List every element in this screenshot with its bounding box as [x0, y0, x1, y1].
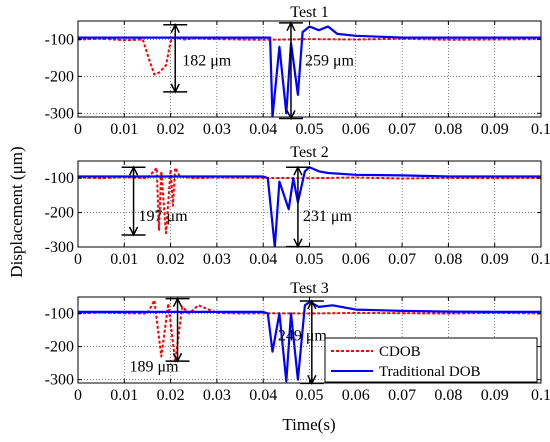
arrow-head	[293, 165, 303, 176]
arrow-head	[307, 374, 317, 386]
arrow-head	[170, 83, 180, 94]
legend-label: Traditional DOB	[379, 364, 481, 380]
x-tick-label: 0.01	[110, 251, 138, 268]
annotation-label: 249 μm	[278, 328, 328, 345]
y-tick-label: -200	[45, 205, 74, 222]
series-line-cdob	[78, 166, 541, 235]
x-tick-label: 0.07	[388, 251, 416, 268]
arrow-head	[286, 110, 296, 121]
x-tick-label: 0.06	[342, 121, 370, 138]
legend-box	[324, 337, 538, 383]
x-tick-label: 0.02	[157, 121, 185, 138]
x-tick-label: 0.04	[249, 251, 277, 268]
series-line-traditional-dob	[78, 25, 541, 117]
x-tick-label: 0.03	[203, 121, 231, 138]
x-tick-label: 0.06	[342, 387, 370, 404]
x-tick-label: 0.05	[296, 251, 324, 268]
x-tick-label: 0.04	[249, 387, 277, 404]
x-tick-label: 0	[74, 251, 82, 268]
annotation-label: 259 μm	[305, 52, 355, 69]
arrow-head	[172, 352, 183, 363]
y-tick-label: -300	[45, 239, 74, 256]
panel-title: Test 1	[290, 4, 328, 21]
y-axis-label: Displacement (μm)	[7, 146, 26, 277]
y-tick-label: -300	[45, 105, 74, 122]
panel-title: Test 2	[290, 144, 328, 161]
series-line-traditional-dob	[78, 300, 541, 383]
x-tick-label: 0.05	[296, 387, 324, 404]
x-tick-label: 0.09	[481, 387, 509, 404]
annotation-label: 231 μm	[303, 208, 353, 225]
y-tick-label: -200	[45, 339, 74, 356]
annotation-label: 197 μm	[139, 208, 189, 225]
measurement-annotation: 182 μm	[163, 23, 232, 94]
legend-label: CDOB	[379, 344, 421, 360]
x-tick-label: 0.04	[249, 121, 277, 138]
x-tick-label: 0	[74, 121, 82, 138]
measurement-annotation: 249 μm	[278, 299, 328, 386]
arrow-head	[293, 238, 303, 249]
x-tick-label: 0.1	[531, 387, 550, 404]
x-tick-label: 0.06	[342, 251, 370, 268]
measurement-annotation: 259 μm	[278, 21, 355, 121]
measurement-annotation: 231 μm	[285, 165, 353, 249]
y-tick-label: -100	[45, 170, 74, 187]
x-tick-label: 0.1	[531, 121, 550, 138]
y-tick-label: -100	[45, 31, 74, 48]
x-tick-label: 0.02	[157, 387, 185, 404]
x-tick-label: 0.03	[203, 251, 231, 268]
measurement-annotation: 189 μm	[130, 296, 190, 375]
arrow-head	[170, 23, 180, 34]
panel-3: 0 0.01 0.02 0.03 0.04 0.05 0.06 0.07 0.08 0.09 0.1…	[45, 280, 550, 404]
x-tick-label: 0	[74, 387, 82, 404]
arrow-head	[128, 165, 139, 176]
x-tick-label: 0.07	[388, 121, 416, 138]
x-tick-label: 0.01	[110, 121, 138, 138]
arrow-head	[172, 296, 183, 307]
measurement-annotation: 197 μm	[121, 165, 189, 237]
x-axis-label: Time(s)	[282, 415, 335, 434]
x-tick-label: 0.05	[296, 121, 324, 138]
x-tick-label: 0.07	[388, 387, 416, 404]
x-tick-label: 0.01	[110, 387, 138, 404]
panel-1: 0 0.01 0.02 0.03 0.04 0.05 0.06 0.07 0.08 0.09 0.1…	[45, 4, 550, 138]
arrow-head	[128, 226, 139, 237]
annotation-label: 182 μm	[182, 52, 232, 69]
panel-2: 0 0.01 0.02 0.03 0.04 0.05 0.06 0.07 0.08 0.09 0.1…	[45, 144, 550, 268]
x-tick-label: 0.09	[481, 251, 509, 268]
y-tick-label: -200	[45, 68, 74, 85]
x-tick-label: 0.09	[481, 121, 509, 138]
series-line-cdob	[78, 36, 541, 76]
series-line-traditional-dob	[78, 166, 541, 247]
y-tick-label: -100	[45, 306, 74, 323]
x-tick-label: 0.08	[434, 387, 462, 404]
x-tick-label: 0.03	[203, 387, 231, 404]
x-tick-label: 0.08	[434, 251, 462, 268]
x-tick-label: 0.02	[157, 251, 185, 268]
arrow-head	[286, 21, 296, 32]
legend: CDOB Traditional DOB	[324, 337, 538, 383]
arrow-head	[307, 299, 317, 310]
x-tick-label: 0.1	[531, 251, 550, 268]
y-tick-label: -300	[45, 372, 74, 389]
annotation-label: 189 μm	[130, 358, 180, 375]
panel-title: Test 3	[290, 280, 328, 297]
x-tick-label: 0.08	[434, 121, 462, 138]
